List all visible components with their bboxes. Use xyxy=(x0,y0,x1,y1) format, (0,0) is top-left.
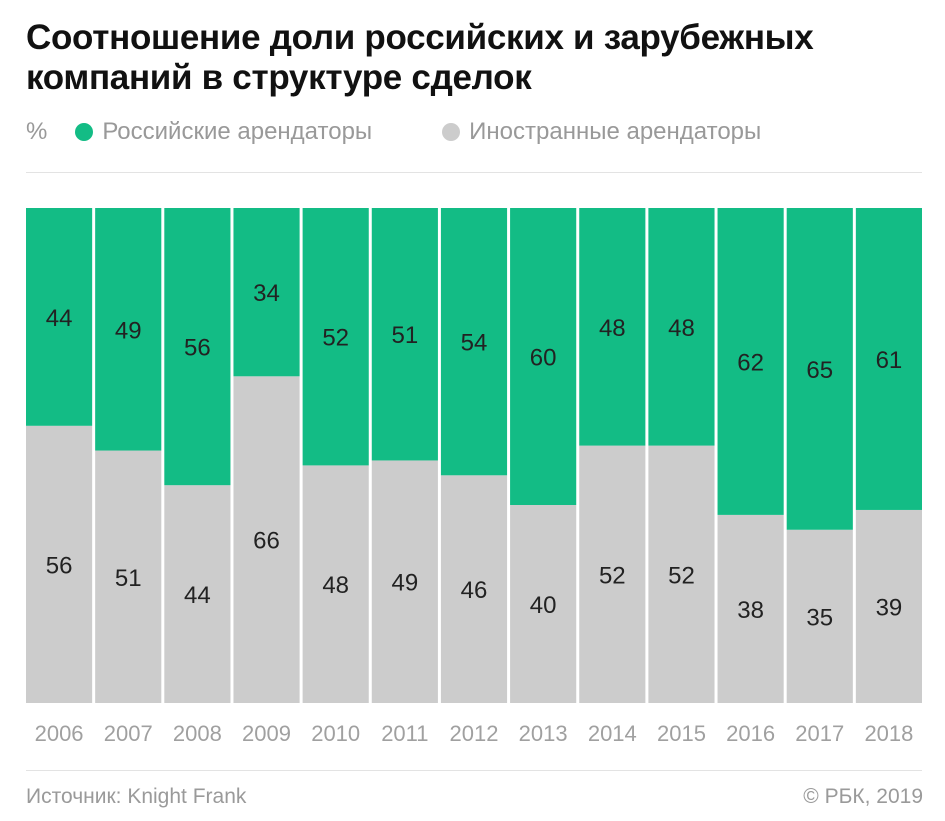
bar-russian-2010 xyxy=(302,208,369,466)
bar-russian-2018 xyxy=(855,208,922,510)
bar-russian-2009 xyxy=(233,208,300,377)
bar-foreign-2007 xyxy=(95,450,162,703)
data-label-foreign-2017: 35 xyxy=(806,604,833,631)
data-label-russian-2016: 62 xyxy=(737,349,764,376)
bar-foreign-2012 xyxy=(440,475,508,703)
data-label-russian-2017: 65 xyxy=(806,357,833,384)
data-label-foreign-2016: 38 xyxy=(737,597,764,624)
x-tick-label-2014: 2014 xyxy=(588,721,637,746)
data-label-foreign-2013: 40 xyxy=(530,592,557,619)
data-label-foreign-2006: 56 xyxy=(46,552,73,579)
legend: % Российские арендаторы Иностранные арен… xyxy=(26,116,831,148)
x-tick-label-2017: 2017 xyxy=(795,721,844,746)
x-tick-label-2006: 2006 xyxy=(35,721,84,746)
bar-foreign-2017 xyxy=(786,529,853,703)
data-label-russian-2018: 61 xyxy=(876,347,903,374)
top-divider xyxy=(26,172,922,173)
bar-foreign-2018 xyxy=(855,509,922,703)
stacked-bar-chart: 44 56 2006 49 51 2007 56 44 2008 34 66 2009 52 48 2010… xyxy=(26,208,922,746)
data-label-russian-2013: 60 xyxy=(530,345,557,372)
unit-label: % xyxy=(26,118,48,145)
data-label-russian-2015: 48 xyxy=(668,315,695,342)
bar-russian-2014 xyxy=(579,208,646,446)
bar-russian-2015 xyxy=(648,208,715,446)
bar-foreign-2010 xyxy=(302,465,369,703)
bar-russian-2013 xyxy=(510,208,577,505)
bar-foreign-2006 xyxy=(26,425,93,703)
legend-label-russian: Российские арендаторы xyxy=(102,118,373,145)
bar-foreign-2013 xyxy=(510,505,577,703)
x-tick-label-2015: 2015 xyxy=(657,721,706,746)
bar-foreign-2015 xyxy=(648,445,715,703)
data-label-russian-2011: 51 xyxy=(391,322,418,349)
bar-russian-2011 xyxy=(371,208,438,461)
legend-dot-russian xyxy=(75,123,94,141)
data-label-foreign-2015: 52 xyxy=(668,562,695,589)
legend-item-russian: Российские арендаторы xyxy=(75,118,372,146)
chart-title: Соотношение доли российских и зарубежных… xyxy=(26,18,814,97)
bar-russian-2007 xyxy=(95,208,162,451)
data-label-russian-2009: 34 xyxy=(253,280,280,307)
x-tick-label-2011: 2011 xyxy=(381,721,428,746)
bar-russian-2016 xyxy=(717,208,784,515)
x-tick-label-2009: 2009 xyxy=(242,721,291,746)
data-label-russian-2012: 54 xyxy=(461,330,488,357)
data-label-russian-2008: 56 xyxy=(184,335,211,362)
bar-russian-2006 xyxy=(26,208,93,426)
source-note: Источник: Knight Frank xyxy=(26,785,247,808)
bar-foreign-2009 xyxy=(233,376,300,703)
x-tick-label-2008: 2008 xyxy=(173,721,222,746)
data-label-foreign-2012: 46 xyxy=(461,577,488,604)
legend-dot-foreign xyxy=(442,123,461,141)
data-label-foreign-2009: 66 xyxy=(253,528,280,555)
x-tick-label-2013: 2013 xyxy=(519,721,568,746)
data-label-foreign-2018: 39 xyxy=(876,594,903,621)
bar-russian-2008 xyxy=(164,208,231,486)
legend-label-foreign: Иностранные арендаторы xyxy=(469,118,762,145)
data-label-foreign-2007: 51 xyxy=(115,565,142,592)
data-label-foreign-2010: 48 xyxy=(322,572,349,599)
data-label-russian-2006: 44 xyxy=(46,305,73,332)
data-label-russian-2014: 48 xyxy=(599,315,626,342)
data-label-foreign-2008: 44 xyxy=(184,582,211,609)
x-tick-label-2010: 2010 xyxy=(311,721,360,746)
bar-foreign-2014 xyxy=(579,445,646,703)
x-tick-label-2018: 2018 xyxy=(864,721,913,746)
bar-russian-2017 xyxy=(786,208,853,530)
bar-foreign-2011 xyxy=(371,460,438,703)
bar-foreign-2016 xyxy=(717,514,784,703)
x-tick-label-2016: 2016 xyxy=(726,721,775,746)
bar-russian-2012 xyxy=(440,208,508,476)
bottom-divider xyxy=(26,770,922,771)
data-label-foreign-2014: 52 xyxy=(599,562,626,589)
copyright-note: © РБК, 2019 xyxy=(803,785,923,808)
data-label-russian-2007: 49 xyxy=(115,317,142,344)
data-label-russian-2010: 52 xyxy=(322,325,349,352)
legend-item-foreign: Иностранные арендаторы xyxy=(442,118,761,146)
x-tick-label-2007: 2007 xyxy=(104,721,153,746)
bar-foreign-2008 xyxy=(164,485,231,703)
data-label-foreign-2011: 49 xyxy=(391,570,418,597)
x-tick-label-2012: 2012 xyxy=(450,721,499,746)
